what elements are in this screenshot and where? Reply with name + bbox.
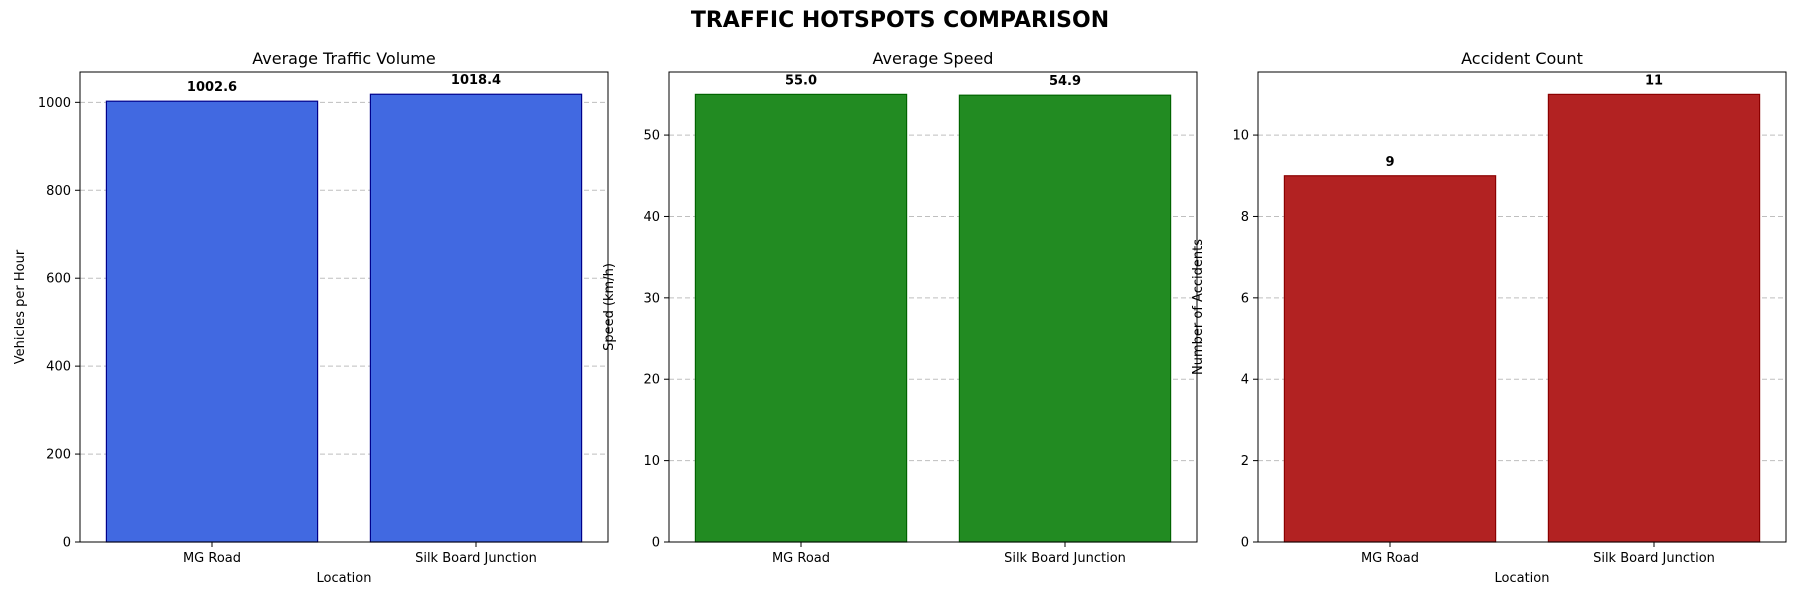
bar-mg-road: [105, 100, 319, 543]
bar-value-label: 1018.4: [451, 73, 501, 88]
x-tick-label: MG Road: [1361, 551, 1419, 566]
bar-value-label: 9: [1385, 155, 1394, 170]
x-axis-label: Location: [1495, 571, 1550, 586]
x-tick-label: Silk Board Junction: [1593, 551, 1715, 566]
x-axis-label: Location: [317, 571, 372, 586]
y-tick-label: 600: [46, 272, 71, 287]
chart-panel-1: 1002.6 1018.4 0 200 400 600 800 1000 MG Road Silk…: [13, 49, 609, 586]
bar-value-label: 55.0: [785, 73, 817, 88]
y-tick-label: 8: [1241, 210, 1249, 225]
chart-panel-3: 9 11 0 2 4 6 8 10 MG Road Silk Board Junction Acci…: [1191, 49, 1787, 586]
axes-frame: [1257, 71, 1787, 543]
x-tick-label: MG Road: [183, 551, 241, 566]
bar-mg-road: [1283, 175, 1497, 543]
y-tick-label: 2: [1241, 454, 1249, 469]
y-tick-label: 1000: [38, 96, 71, 111]
chart-title: Average Speed: [873, 49, 994, 68]
y-tick-label: 6: [1241, 291, 1249, 306]
y-tick-label: 0: [652, 536, 660, 551]
axes-frame: [79, 71, 609, 543]
figure-title: TRAFFIC HOTSPOTS COMPARISON: [690, 8, 1110, 33]
x-tick-label: Silk Board Junction: [1004, 551, 1126, 566]
bar-silk-board-junction: [1547, 93, 1761, 543]
y-tick-label: 50: [643, 129, 660, 144]
y-tick-label: 0: [63, 536, 71, 551]
bar-value-label: 11: [1645, 73, 1663, 88]
y-axis-label: Number of Accidents: [1191, 239, 1206, 375]
chart-title: Accident Count: [1461, 49, 1583, 68]
y-tick-label: 10: [1232, 129, 1249, 144]
y-tick-label: 40: [643, 210, 660, 225]
y-tick-label: 200: [46, 448, 71, 463]
x-tick-label: MG Road: [772, 551, 830, 566]
y-tick-label: 800: [46, 184, 71, 199]
x-tick-label: Silk Board Junction: [415, 551, 537, 566]
y-tick-label: 400: [46, 360, 71, 375]
y-tick-label: 4: [1241, 373, 1249, 388]
chart-panel-2: 55.0 54.9 0 10 20 30 40 50 MG Road Silk Board Jun…: [602, 49, 1198, 566]
y-tick-label: 0: [1241, 536, 1249, 551]
y-axis-label: Speed (km/h): [602, 263, 617, 351]
chart-title: Average Traffic Volume: [252, 49, 435, 68]
y-tick-label: 30: [643, 291, 660, 306]
bar-mg-road: [694, 93, 908, 543]
y-axis-label: Vehicles per Hour: [13, 249, 28, 364]
bar-silk-board-junction: [958, 94, 1172, 543]
y-tick-label: 20: [643, 373, 660, 388]
axes-frame: [668, 71, 1198, 543]
bar-value-label: 1002.6: [187, 80, 237, 95]
bar-value-label: 54.9: [1049, 74, 1081, 89]
bar-silk-board-junction: [369, 93, 583, 543]
y-tick-label: 10: [643, 454, 660, 469]
